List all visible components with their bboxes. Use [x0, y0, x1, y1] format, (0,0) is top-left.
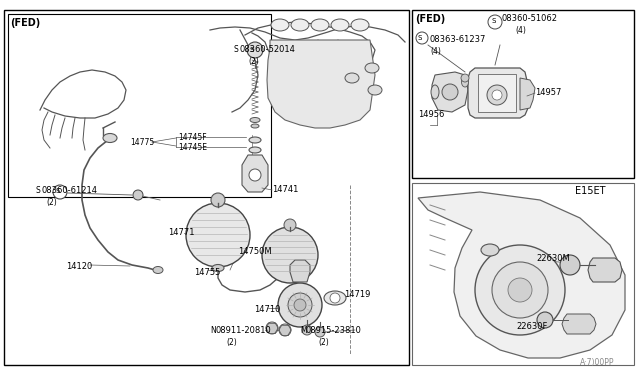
- Ellipse shape: [212, 264, 224, 272]
- Text: 14745E: 14745E: [178, 143, 207, 152]
- Text: 08911-20810: 08911-20810: [216, 326, 272, 335]
- Text: 22630F: 22630F: [516, 322, 547, 331]
- Text: (2): (2): [226, 338, 237, 347]
- Ellipse shape: [324, 291, 346, 305]
- Text: 14771: 14771: [168, 228, 195, 237]
- Text: 08360-52014: 08360-52014: [240, 45, 296, 54]
- Text: 08360-51062: 08360-51062: [502, 14, 558, 23]
- Ellipse shape: [368, 85, 382, 95]
- Text: 14957: 14957: [535, 88, 561, 97]
- Circle shape: [508, 278, 532, 302]
- Circle shape: [537, 312, 553, 328]
- Circle shape: [249, 169, 261, 181]
- Text: (4): (4): [430, 47, 441, 56]
- Bar: [4, 10, 409, 365]
- Bar: [8, 14, 271, 197]
- Text: 08915-23810: 08915-23810: [306, 326, 362, 335]
- Text: S: S: [234, 45, 239, 54]
- Text: (2): (2): [318, 338, 329, 347]
- Ellipse shape: [291, 19, 309, 31]
- Polygon shape: [242, 155, 268, 192]
- Polygon shape: [468, 68, 528, 118]
- Text: 14775: 14775: [130, 138, 154, 147]
- Polygon shape: [418, 192, 625, 358]
- Polygon shape: [520, 78, 535, 110]
- Polygon shape: [432, 72, 468, 112]
- Text: S: S: [491, 18, 495, 24]
- Text: A·7)00PP: A·7)00PP: [580, 358, 614, 367]
- Text: S: S: [36, 186, 41, 195]
- Text: 14719: 14719: [344, 290, 371, 299]
- Text: 14120: 14120: [66, 262, 92, 271]
- Text: 14745F: 14745F: [178, 133, 207, 142]
- Text: (4): (4): [515, 26, 526, 35]
- Circle shape: [278, 283, 322, 327]
- Circle shape: [284, 219, 296, 231]
- Text: (FED): (FED): [415, 14, 445, 24]
- Circle shape: [53, 185, 67, 199]
- Ellipse shape: [331, 19, 349, 31]
- Text: 14750M: 14750M: [238, 247, 271, 256]
- Bar: [412, 183, 634, 365]
- Circle shape: [247, 42, 263, 58]
- Text: (2): (2): [46, 198, 57, 207]
- Ellipse shape: [249, 137, 261, 143]
- Circle shape: [475, 245, 565, 335]
- Ellipse shape: [345, 73, 359, 83]
- Ellipse shape: [153, 266, 163, 273]
- Circle shape: [211, 193, 225, 207]
- Circle shape: [560, 255, 580, 275]
- Polygon shape: [588, 258, 622, 282]
- Ellipse shape: [365, 63, 379, 73]
- Polygon shape: [562, 314, 596, 334]
- Text: E15ET: E15ET: [575, 186, 605, 196]
- Text: 14956: 14956: [418, 110, 444, 119]
- Circle shape: [302, 325, 312, 335]
- Text: 22630M: 22630M: [536, 254, 570, 263]
- Circle shape: [416, 32, 428, 44]
- Text: S: S: [418, 35, 422, 41]
- Text: (FED): (FED): [10, 18, 40, 28]
- Text: 08363-61237: 08363-61237: [430, 35, 486, 44]
- Circle shape: [262, 227, 318, 283]
- Circle shape: [294, 299, 306, 311]
- Bar: [412, 10, 634, 178]
- Ellipse shape: [251, 124, 259, 128]
- Text: 14710: 14710: [254, 305, 280, 314]
- Circle shape: [492, 90, 502, 100]
- Polygon shape: [290, 260, 310, 282]
- Polygon shape: [267, 40, 375, 128]
- Text: (2): (2): [248, 57, 259, 66]
- Circle shape: [461, 74, 469, 82]
- Circle shape: [315, 327, 325, 337]
- Bar: [478, 74, 516, 112]
- Circle shape: [492, 262, 548, 318]
- Circle shape: [266, 322, 278, 334]
- Circle shape: [186, 203, 250, 267]
- Circle shape: [279, 324, 291, 336]
- Ellipse shape: [481, 244, 499, 256]
- Text: S: S: [56, 188, 60, 194]
- Circle shape: [488, 15, 502, 29]
- Text: 08360-61214: 08360-61214: [42, 186, 98, 195]
- Circle shape: [487, 85, 507, 105]
- Circle shape: [133, 190, 143, 200]
- Text: N: N: [210, 326, 216, 335]
- Text: M: M: [300, 326, 307, 335]
- Ellipse shape: [103, 134, 117, 142]
- Ellipse shape: [250, 118, 260, 122]
- Ellipse shape: [249, 147, 261, 153]
- Ellipse shape: [311, 19, 329, 31]
- Ellipse shape: [461, 77, 468, 87]
- Circle shape: [442, 84, 458, 100]
- Circle shape: [288, 293, 312, 317]
- Text: S: S: [249, 47, 253, 53]
- Circle shape: [330, 293, 340, 303]
- Ellipse shape: [271, 19, 289, 31]
- Text: 14755: 14755: [194, 268, 220, 277]
- Text: 14741: 14741: [272, 185, 298, 194]
- Ellipse shape: [431, 85, 439, 99]
- Ellipse shape: [351, 19, 369, 31]
